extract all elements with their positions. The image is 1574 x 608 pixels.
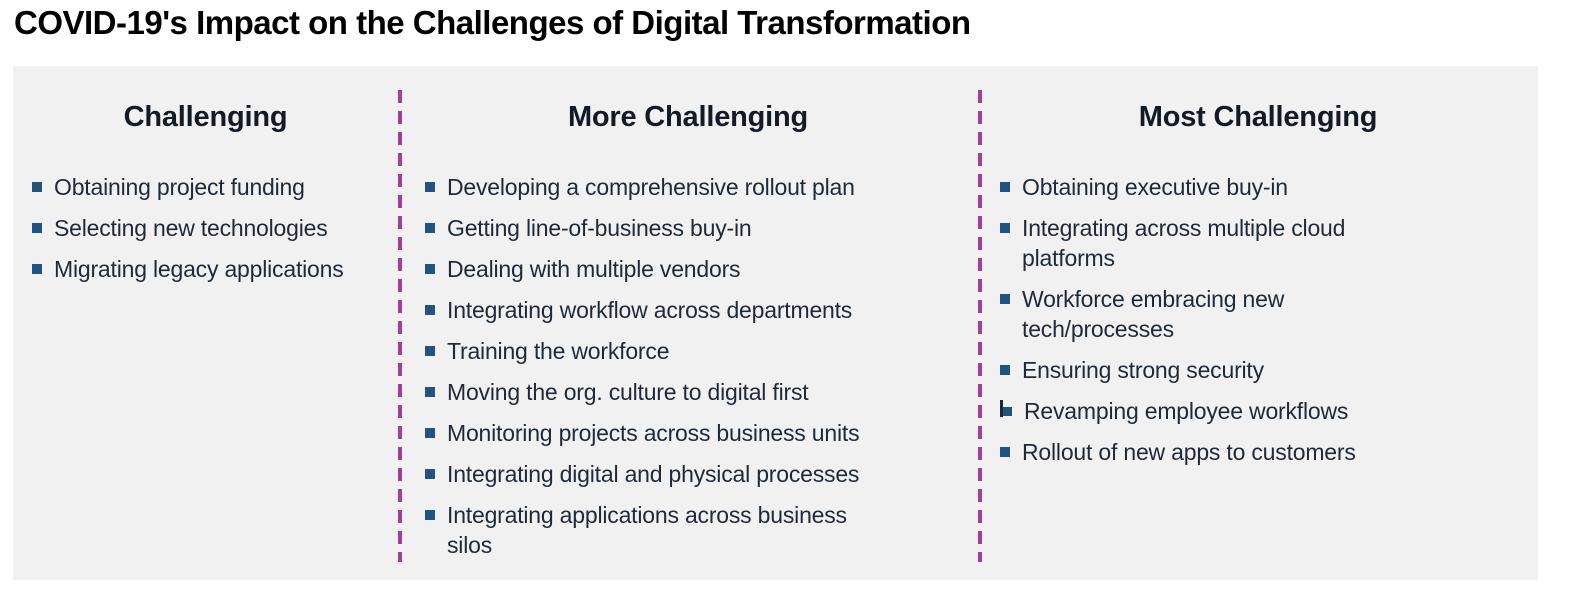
bullet-square-icon [425,387,435,397]
bullet-square-icon [425,182,435,192]
list-item-text: Training the workforce [447,338,670,364]
list-item-text: Ensuring strong security [1022,357,1264,383]
bullet-square-icon [425,428,435,438]
list-item: Ensuring strong security [1000,355,1483,385]
column-heading: Challenging [123,101,288,133]
list-item-text: Revamping employee workflows [1024,398,1349,424]
column-heading: Most Challenging [1138,101,1378,133]
list-item-text: Migrating legacy applications [54,256,344,282]
bullet-square-icon [32,264,42,274]
list-item-text: Selecting new technologies [54,215,328,241]
list-item: Integrating digital and physical process… [425,459,948,489]
bullet-square-icon [1000,365,1010,375]
bullet-square-icon [425,305,435,315]
challenges-panel: Challenging Obtaining project funding Sel… [13,66,1538,580]
list-item: Obtaining executive buy-in [1000,172,1483,202]
list-item: Getting line-of-business buy-in [425,213,948,243]
bullet-l-icon [1000,400,1012,417]
bullet-square-icon [1000,182,1010,192]
list-item: Integrating applications across business… [425,500,948,560]
column-most-challenging: Most Challenging Obtaining executive buy… [978,66,1538,580]
list-item-text: Integrating digital and physical process… [447,461,860,487]
list-item: Integrating workflow across departments [425,295,948,325]
bullet-list: Developing a comprehensive rollout plan G… [398,172,978,560]
bullet-list: Obtaining executive buy-in Integrating ac… [978,172,1538,467]
list-item-text: Integrating across multiple cloud platfo… [1022,215,1346,271]
column-heading: More Challenging [567,101,809,133]
list-item-text: Dealing with multiple vendors [447,256,741,282]
list-item: Monitoring projects across business unit… [425,418,948,448]
bullet-square-icon [425,510,435,520]
list-item-text: Obtaining project funding [54,174,305,200]
list-item: Revamping employee workflows [1000,396,1483,426]
bullet-square-icon [425,264,435,274]
bullet-square-icon [32,182,42,192]
divider-dashed-2 [978,90,982,562]
list-item-text: Monitoring projects across business unit… [447,420,860,446]
list-item: Selecting new technologies [32,213,390,243]
bullet-square-icon [425,469,435,479]
column-more-challenging: More Challenging Developing a comprehens… [398,66,978,580]
bullet-square-icon [1000,447,1010,457]
list-item: Dealing with multiple vendors [425,254,948,284]
column-challenging: Challenging Obtaining project funding Sel… [13,66,398,580]
list-item-text: Moving the org. culture to digital first [447,379,809,405]
page-title: COVID-19's Impact on the Challenges of D… [14,4,971,41]
list-item: Migrating legacy applications [32,254,390,284]
list-item-text: Integrating workflow across departments [447,297,853,323]
list-item: Developing a comprehensive rollout plan [425,172,948,202]
divider-dashed-1 [398,90,402,562]
bullet-square-icon [425,223,435,233]
list-item-text: Obtaining executive buy-in [1022,174,1288,200]
list-item: Obtaining project funding [32,172,390,202]
list-item-text: Developing a comprehensive rollout plan [447,174,855,200]
list-item-text: Integrating applications across business… [447,502,847,558]
bullet-square-icon [1000,294,1010,304]
list-item: Integrating across multiple cloud platfo… [1000,213,1483,273]
list-item-text: Workforce embracing new tech/processes [1022,286,1285,342]
list-item-text: Getting line-of-business buy-in [447,215,752,241]
list-item: Rollout of new apps to customers [1000,437,1483,467]
bullet-square-icon [1000,223,1010,233]
list-item: Training the workforce [425,336,948,366]
bullet-square-icon [32,223,42,233]
bullet-square-icon [425,346,435,356]
list-item: Moving the org. culture to digital first [425,377,948,407]
list-item-text: Rollout of new apps to customers [1022,439,1356,465]
list-item: Workforce embracing new tech/processes [1000,284,1483,344]
bullet-list: Obtaining project funding Selecting new t… [13,172,398,284]
